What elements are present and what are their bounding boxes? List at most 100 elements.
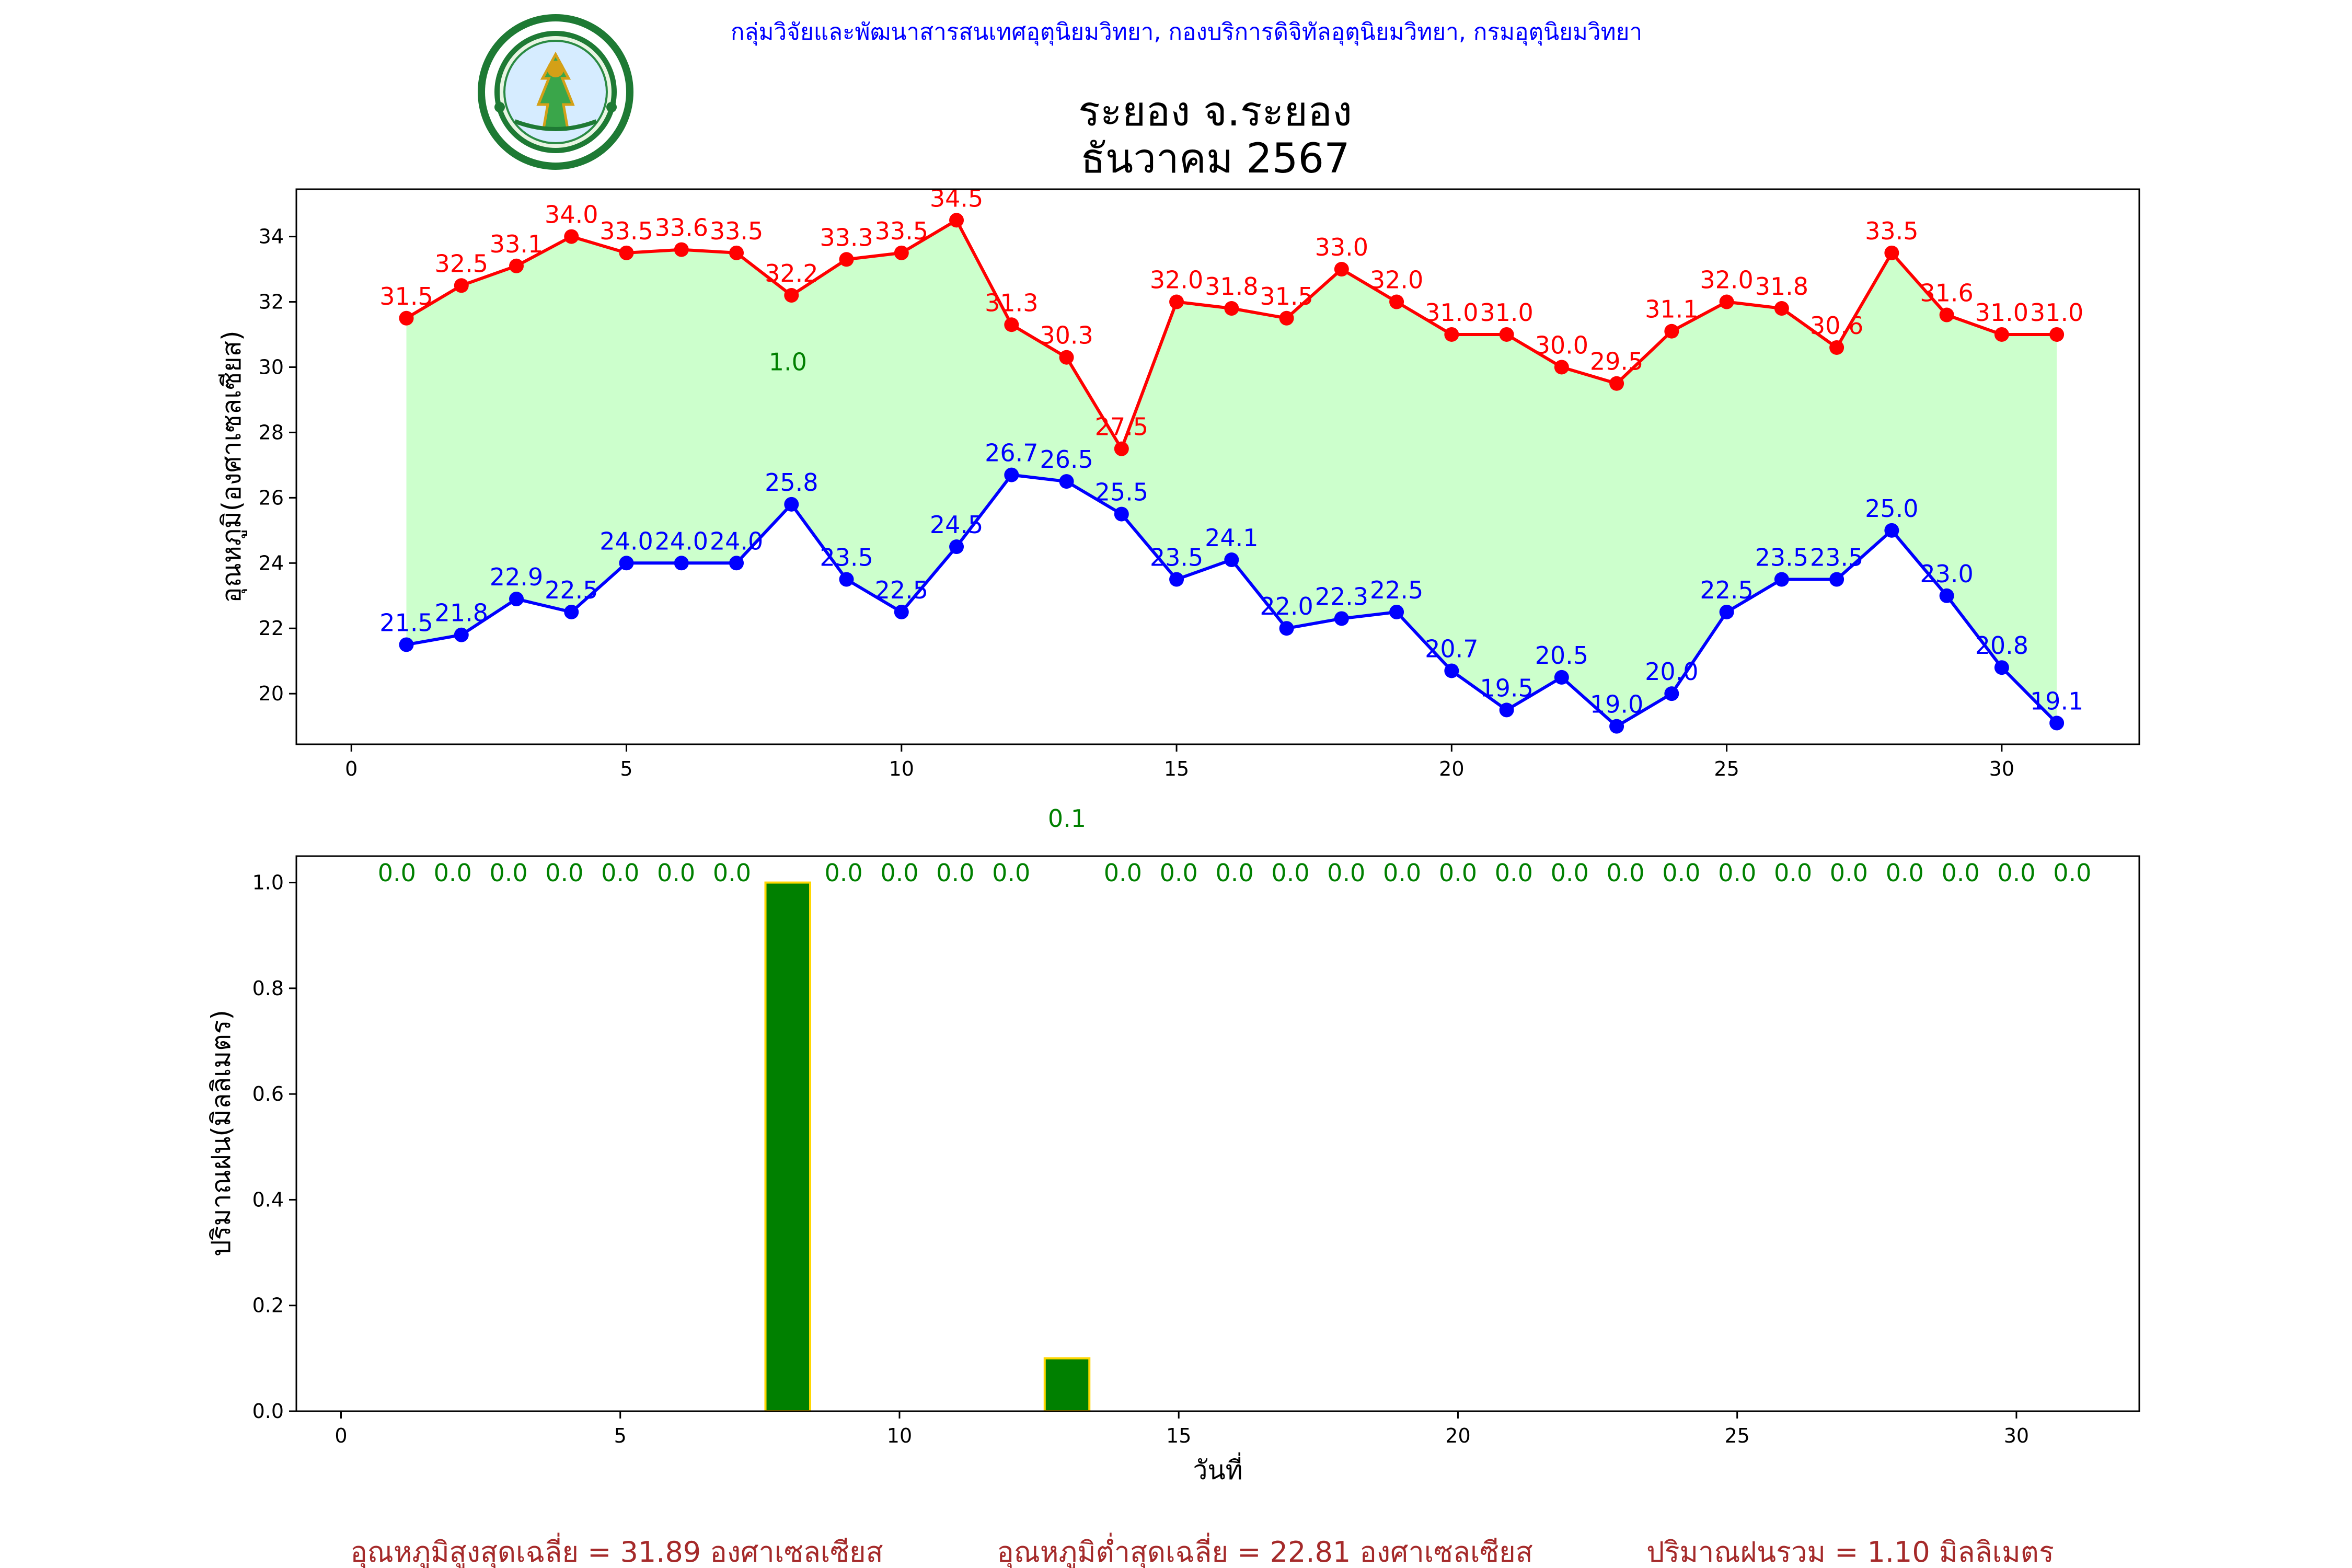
rainfall-y-tick-label: 1.0 <box>252 871 284 894</box>
min-temperature-label: 22.5 <box>545 576 598 604</box>
temperature-y-axis-label: อุณหภูมิ(องศาเซลเซียส) <box>216 330 247 603</box>
max-temperature-point <box>509 258 524 273</box>
max-temperature-point <box>564 229 579 244</box>
rainfall-value-label: 0.0 <box>825 859 863 887</box>
max-temperature-point <box>1664 324 1679 339</box>
rainfall-value-label: 0.0 <box>1383 859 1421 887</box>
rainfall-x-tick-label: 0 <box>335 1424 347 1447</box>
min-temperature-label: 24.0 <box>655 527 708 555</box>
rainfall-value-label: 0.0 <box>1774 859 1812 887</box>
max-temperature-label: 32.0 <box>1370 266 1423 294</box>
min-temperature-point <box>399 637 414 652</box>
max-temperature-point <box>1609 376 1624 391</box>
min-temperature-label: 24.5 <box>930 511 983 539</box>
min-temperature-point <box>1004 467 1019 482</box>
rainfall-x-axis-label: วันที่ <box>1193 1452 1242 1485</box>
max-temperature-point <box>399 310 414 326</box>
rainfall-value-label: 0.0 <box>657 859 695 887</box>
total-rainfall: ปริมาณฝนรวม = 1.10 มิลลิเมตร <box>1646 1536 2054 1568</box>
rainfall-y-axis-label: ปริมาณฝน(มิลลิเมตร) <box>206 1010 236 1256</box>
rainfall-value-label: 0.0 <box>545 859 583 887</box>
rainfall-value-label: 0.0 <box>2053 859 2091 887</box>
rainfall-plot-frame <box>295 855 2140 1412</box>
max-temperature-point <box>1004 317 1019 332</box>
min-temperature-label: 21.8 <box>435 599 488 627</box>
min-temperature-label: 20.7 <box>1425 635 1478 663</box>
max-temperature-label: 31.1 <box>1645 295 1698 324</box>
min-temperature-point <box>1389 604 1404 619</box>
min-temperature-label: 22.5 <box>875 576 928 604</box>
temperature-x-tick-label: 15 <box>1164 757 1189 780</box>
temperature-x-tick-label: 0 <box>345 757 358 780</box>
rainfall-x-tick-label: 20 <box>1445 1424 1470 1447</box>
temperature-x-tick-label: 25 <box>1714 757 1739 780</box>
max-temperature-label: 30.0 <box>1535 331 1588 359</box>
max-temperature-point <box>1169 294 1184 309</box>
max-temperature-label: 33.6 <box>655 214 708 242</box>
min-temperature-point <box>1114 506 1129 522</box>
rainfall-value-label: 0.0 <box>880 859 918 887</box>
min-temperature-point <box>894 604 909 619</box>
min-temperature-label: 22.5 <box>1370 576 1423 604</box>
min-temperature-point <box>1664 686 1679 701</box>
min-temperature-point <box>729 556 744 571</box>
min-temperature-point <box>2049 716 2065 731</box>
min-temperature-label: 23.5 <box>1810 544 1863 572</box>
min-temperature-point <box>949 539 964 555</box>
max-temperature-label: 31.0 <box>1425 298 1478 327</box>
rainfall-value-label: 0.0 <box>1886 859 1924 887</box>
rainfall-x-tick-label: 25 <box>1725 1424 1750 1447</box>
max-temperature-label: 33.5 <box>599 217 653 245</box>
max-temperature-label: 32.0 <box>1150 266 1203 294</box>
temperature-y-tick-label: 34 <box>259 225 284 248</box>
temperature-y-tick-label: 28 <box>259 421 284 444</box>
rainfall-value-label: 0.0 <box>992 859 1030 887</box>
min-temperature-point <box>1829 572 1844 587</box>
chart-title: ระยอง จ.ระยอง <box>1078 88 1352 135</box>
rainfall-value-label: 0.0 <box>1551 859 1589 887</box>
max-temperature-point <box>1774 301 1789 316</box>
max-temperature-point <box>1059 350 1074 365</box>
rainfall-x-tick-label: 10 <box>887 1424 912 1447</box>
min-temperature-point <box>1169 572 1184 587</box>
rainfall-value-label: 0.0 <box>1104 859 1142 887</box>
min-temperature-label: 22.9 <box>490 563 543 591</box>
max-temperature-label: 34.0 <box>545 201 598 229</box>
rainfall-value-label: 0.0 <box>1606 859 1644 887</box>
max-temperature-point <box>784 288 799 303</box>
rainfall-x-tick-label: 5 <box>614 1424 627 1447</box>
min-temperature-point <box>564 604 579 619</box>
rainfall-value-label: 0.1 <box>1048 804 1086 833</box>
max-temperature-point <box>1499 327 1514 342</box>
rainfall-value-label: 0.0 <box>1830 859 1868 887</box>
max-temperature-label: 31.5 <box>379 282 433 310</box>
min-temperature-label: 19.1 <box>2030 687 2083 715</box>
meteorological-department-logo <box>478 14 633 170</box>
rainfall-y-tick-label: 0.0 <box>252 1400 284 1423</box>
min-temperature-label: 23.5 <box>1755 544 1808 572</box>
min-temperature-label: 20.5 <box>1535 641 1588 670</box>
max-temperature-label: 33.5 <box>875 217 928 245</box>
max-temperature-point <box>1829 340 1844 355</box>
rainfall-y-tick-label: 0.6 <box>252 1082 284 1105</box>
max-temperature-point <box>1719 294 1734 309</box>
min-temperature-label: 26.7 <box>985 439 1038 467</box>
rainfall-value-label: 0.0 <box>601 859 639 887</box>
min-temperature-point <box>1279 621 1294 636</box>
max-temperature-label: 31.0 <box>2030 298 2083 327</box>
average-max-temperature: อุณหภูมิสูงสุดเฉลี่ย = 31.89 องศาเซลเซีย… <box>350 1532 883 1568</box>
max-temperature-label: 31.0 <box>1975 298 2028 327</box>
min-temperature-label: 25.8 <box>765 468 818 497</box>
max-temperature-point <box>454 278 469 293</box>
rainfall-bar <box>1043 1357 1091 1413</box>
min-temperature-label: 19.0 <box>1590 690 1643 719</box>
min-temperature-point <box>1059 474 1074 489</box>
rainfall-value-label: 0.0 <box>936 859 974 887</box>
min-temperature-point <box>1774 572 1789 587</box>
max-temperature-label: 29.5 <box>1590 348 1643 376</box>
temperature-y-tick-label: 26 <box>259 486 284 509</box>
min-temperature-label: 19.5 <box>1480 674 1533 702</box>
min-temperature-point <box>1994 660 2009 675</box>
max-temperature-label: 30.3 <box>1040 321 1093 350</box>
max-temperature-label: 31.6 <box>1920 279 1973 307</box>
